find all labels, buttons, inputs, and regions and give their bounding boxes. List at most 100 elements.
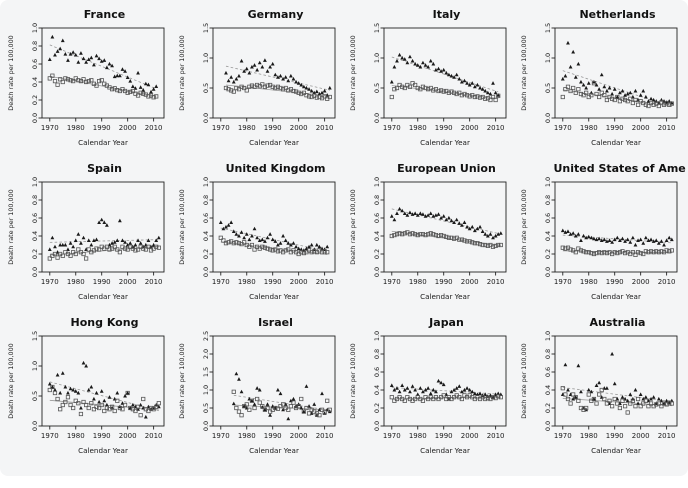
trend-line-lower-squares	[49, 399, 159, 411]
chart-panel-spain: Spain 0.0 0.2 0.4 0.6 0.8 1.0 Death rate per 1…	[2, 158, 173, 312]
svg-text:0.6: 0.6	[31, 59, 39, 69]
svg-text:2010: 2010	[486, 278, 504, 286]
y-axis-label: Death rate per 100,000	[520, 189, 528, 264]
svg-text:1970: 1970	[40, 432, 58, 440]
svg-text:1990: 1990	[92, 278, 110, 286]
series-upper-triangles	[218, 220, 329, 252]
svg-text:0.5: 0.5	[544, 83, 552, 93]
trend-line-upper-triangles	[562, 387, 672, 402]
plot-box	[383, 335, 506, 427]
svg-text:2000: 2000	[460, 124, 478, 132]
svg-text:1980: 1980	[408, 278, 426, 286]
svg-text:0.8: 0.8	[544, 349, 552, 359]
svg-text:2000: 2000	[118, 432, 136, 440]
svg-text:1.0: 1.0	[544, 331, 552, 341]
svg-text:0.6: 0.6	[373, 367, 381, 377]
series-lower-squares	[389, 230, 503, 249]
x-axis-label: Calendar Year	[591, 446, 641, 455]
svg-text:0.0: 0.0	[31, 267, 39, 277]
svg-text:1.5: 1.5	[544, 23, 552, 33]
y-axis-label: Death rate per 100,000	[520, 343, 528, 418]
svg-text:1.0: 1.0	[31, 23, 39, 33]
chart-title: United States of America	[553, 162, 687, 175]
series-lower-squares	[560, 81, 674, 109]
chart-panel-france: France 0.0 0.2 0.4 0.6 0.8 1.0 Death rate per …	[2, 4, 173, 158]
multi-panel-figure: France 0.0 0.2 0.4 0.6 0.8 1.0 Death rate per …	[0, 0, 688, 476]
chart-plot: 0.0 0.2 0.4 0.6 0.8 1.0 Death rate per 100,000…	[346, 330, 514, 466]
svg-text:2000: 2000	[460, 278, 478, 286]
x-axis: 1970 1980 1990 2000 2010 Calendar Year	[40, 118, 162, 147]
svg-text:1.0: 1.0	[544, 177, 552, 187]
svg-text:1970: 1970	[211, 432, 229, 440]
svg-text:1980: 1980	[579, 432, 597, 440]
svg-text:0.5: 0.5	[373, 83, 381, 93]
svg-text:1.0: 1.0	[202, 53, 210, 63]
trend-line-lower-squares	[49, 246, 159, 256]
svg-text:1.0: 1.0	[31, 177, 39, 187]
series-lower-squares	[560, 386, 674, 415]
svg-text:1990: 1990	[263, 278, 281, 286]
series-lower-squares	[223, 82, 332, 101]
svg-text:0.2: 0.2	[544, 249, 552, 259]
plot-box	[212, 181, 335, 273]
y-axis-label: Death rate per 100,000	[349, 35, 357, 110]
chart-plot: 0.0 0.5 1.0 1.5 Death rate per 100,000 1970 19…	[517, 22, 685, 158]
svg-text:0.0: 0.0	[202, 421, 210, 431]
svg-text:2000: 2000	[289, 124, 307, 132]
x-axis: 1970 1980 1990 2000 2010 Calendar Year	[211, 118, 333, 147]
series-lower-squares	[218, 235, 329, 257]
svg-text:2000: 2000	[118, 124, 136, 132]
plot-box	[554, 27, 677, 119]
svg-text:1970: 1970	[382, 432, 400, 440]
svg-text:1970: 1970	[40, 278, 58, 286]
svg-text:1980: 1980	[408, 432, 426, 440]
svg-text:2000: 2000	[118, 278, 136, 286]
series-lower-squares	[47, 244, 161, 261]
svg-text:1980: 1980	[579, 278, 597, 286]
y-axis: 0.0 0.5 1.0 1.5 2.0 2.5 Death rate per 100,000	[178, 331, 213, 431]
svg-text:0.6: 0.6	[544, 213, 552, 223]
x-axis-label: Calendar Year	[78, 138, 128, 147]
chart-plot: 0.0 0.5 1.0 1.5 2.0 2.5 Death rate per 100,000…	[175, 330, 343, 466]
svg-text:0.2: 0.2	[31, 95, 39, 105]
series-lower-squares	[389, 393, 503, 403]
series-upper-triangles	[231, 371, 332, 421]
x-axis-label: Calendar Year	[420, 292, 470, 301]
svg-text:0.0: 0.0	[202, 113, 210, 123]
svg-text:1970: 1970	[40, 124, 58, 132]
svg-text:1980: 1980	[66, 432, 84, 440]
y-axis: 0.0 0.2 0.4 0.6 0.8 1.0 Death rate per 100,000	[178, 177, 213, 277]
svg-text:0.0: 0.0	[544, 267, 552, 277]
svg-text:1970: 1970	[382, 124, 400, 132]
svg-text:2010: 2010	[486, 124, 504, 132]
svg-text:1980: 1980	[237, 432, 255, 440]
svg-text:0.6: 0.6	[373, 213, 381, 223]
svg-text:1970: 1970	[382, 278, 400, 286]
svg-text:1.0: 1.0	[544, 53, 552, 63]
x-axis: 1970 1980 1990 2000 2010 Calendar Year	[211, 272, 333, 301]
svg-text:0.0: 0.0	[544, 113, 552, 123]
y-axis: 0.0 0.5 1.0 1.5 Death rate per 100,000	[520, 23, 555, 123]
y-axis-label: Death rate per 100,000	[178, 35, 186, 110]
chart-title: Hong Kong	[70, 316, 139, 329]
svg-text:0.5: 0.5	[31, 391, 39, 401]
x-axis: 1970 1980 1990 2000 2010 Calendar Year	[382, 272, 504, 301]
svg-text:1980: 1980	[66, 278, 84, 286]
chart-title: European Union	[397, 162, 496, 175]
svg-text:1990: 1990	[434, 124, 452, 132]
x-axis: 1970 1980 1990 2000 2010 Calendar Year	[40, 272, 162, 301]
trend-line-lower-squares	[49, 75, 156, 97]
scatter-plot-spain: 0.0 0.2 0.4 0.6 0.8 1.0 Death rate per 100,000…	[7, 177, 164, 301]
x-axis: 1970 1980 1990 2000 2010 Calendar Year	[382, 426, 504, 455]
svg-text:1990: 1990	[605, 278, 623, 286]
y-axis: 0.0 0.5 1.0 1.5 Death rate per 100,000	[7, 331, 42, 431]
chart-grid: France 0.0 0.2 0.4 0.6 0.8 1.0 Death rate per …	[2, 4, 687, 466]
svg-text:1.0: 1.0	[373, 53, 381, 63]
chart-panel-italy: Italy 0.0 0.5 1.0 1.5 Death rate per 100,000…	[344, 4, 515, 158]
svg-text:2010: 2010	[144, 278, 162, 286]
y-axis: 0.0 0.5 1.0 1.5 Death rate per 100,000	[178, 23, 213, 123]
